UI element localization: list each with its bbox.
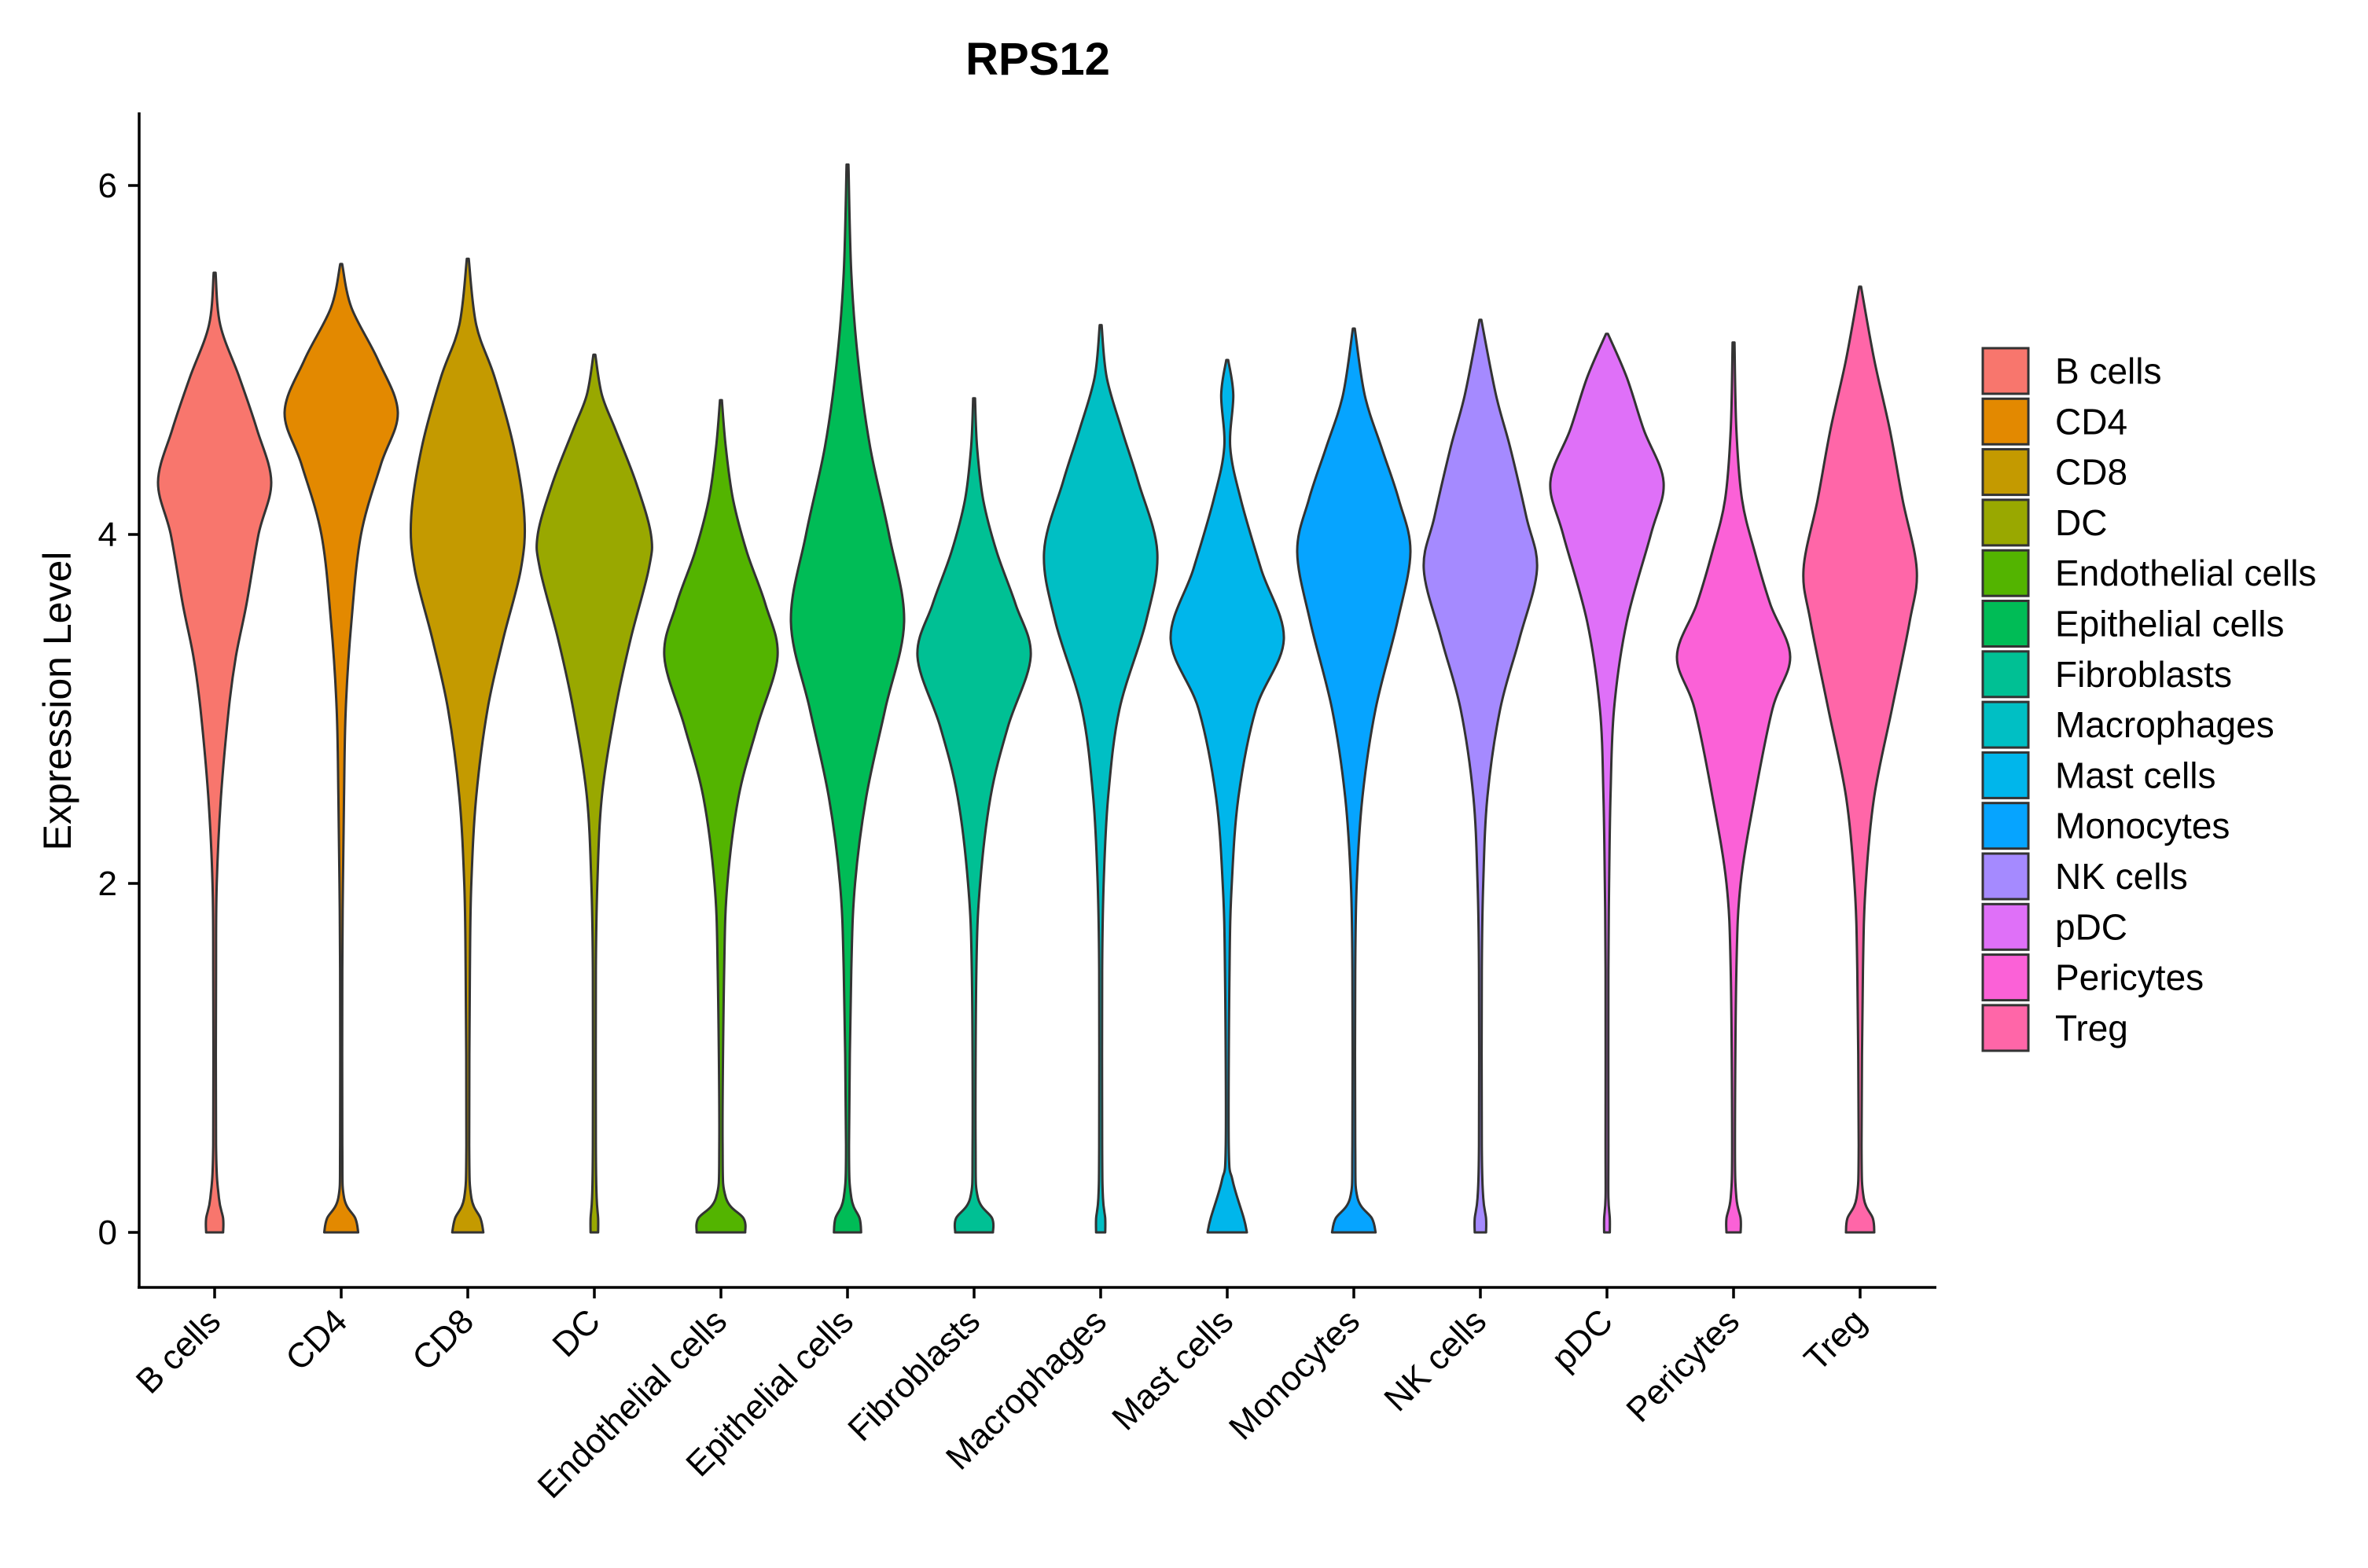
legend-key [1981, 347, 2030, 395]
y-axis-ticks: 0 2 4 6 [98, 167, 139, 1252]
x-tick-label: NK cells [1377, 1302, 1494, 1419]
violin-nk-cells [1422, 318, 1539, 1234]
legend-key [1981, 1004, 2030, 1052]
x-tick-label: CD8 [405, 1302, 481, 1378]
violin-monocytes [1296, 327, 1412, 1234]
legend: B cells CD4 CD8 DC Endothelial cells Epitheli… [1981, 347, 2316, 1052]
y-tick-label: 6 [98, 167, 117, 205]
legend-label: NK cells [2055, 856, 2188, 897]
legend-key [1981, 549, 2030, 597]
legend-label: Epithelial cells [2055, 604, 2284, 644]
legend-key [1981, 600, 2030, 648]
chart-title: RPS12 [965, 34, 1110, 85]
y-axis-title: Expression Level [35, 552, 79, 851]
y-tick-label: 4 [98, 516, 117, 554]
legend-key [1981, 498, 2030, 547]
legend-label: Pericytes [2055, 957, 2204, 998]
legend-label: Fibroblasts [2055, 654, 2232, 695]
legend-label: Treg [2055, 1008, 2128, 1048]
legend-label: Monocytes [2055, 806, 2230, 846]
violin-cd4 [283, 263, 399, 1234]
legend-key [1981, 397, 2030, 446]
violin-mast-cells [1169, 358, 1285, 1234]
x-tick-label: DC [545, 1302, 608, 1364]
x-tick-label: Mast cells [1105, 1302, 1241, 1438]
legend-key [1981, 700, 2030, 749]
x-tick-label: Monocytes [1222, 1302, 1367, 1447]
x-tick-label: CD4 [278, 1302, 355, 1378]
violin-dc [535, 353, 653, 1234]
violin-macrophages [1042, 324, 1159, 1234]
legend-key [1981, 802, 2030, 850]
legend-label: Macrophages [2055, 704, 2274, 745]
legend-key [1981, 650, 2030, 699]
legend-key [1981, 448, 2030, 497]
legend-label: DC [2055, 502, 2107, 543]
x-tick-label: B cells [129, 1302, 228, 1401]
violin-cd8 [409, 257, 527, 1234]
violin-endothelial-cells [663, 398, 779, 1234]
legend-label: Endothelial cells [2055, 553, 2316, 593]
x-tick-label: Pericytes [1619, 1302, 1747, 1430]
x-tick-label: Treg [1797, 1302, 1873, 1378]
legend-key [1981, 902, 2030, 951]
violin-pericytes [1675, 341, 1792, 1234]
violin-fibroblasts [916, 397, 1032, 1234]
legend-key [1981, 953, 2030, 1002]
x-tick-label: pDC [1544, 1302, 1620, 1378]
violin-b-cells [156, 271, 273, 1234]
violin-epithelial-cells [789, 163, 906, 1234]
y-tick-label: 0 [98, 1214, 117, 1252]
legend-label: CD8 [2055, 452, 2127, 493]
y-tick-label: 2 [98, 865, 117, 903]
legend-key [1981, 751, 2030, 799]
legend-label: CD4 [2055, 401, 2127, 442]
violin-treg [1802, 285, 1918, 1234]
legend-key [1981, 852, 2030, 901]
violins-layer [156, 163, 1918, 1234]
legend-label: pDC [2055, 906, 2127, 947]
legend-label: B cells [2055, 351, 2161, 391]
violin-pdc [1549, 332, 1665, 1234]
legend-label: Mast cells [2055, 755, 2215, 795]
